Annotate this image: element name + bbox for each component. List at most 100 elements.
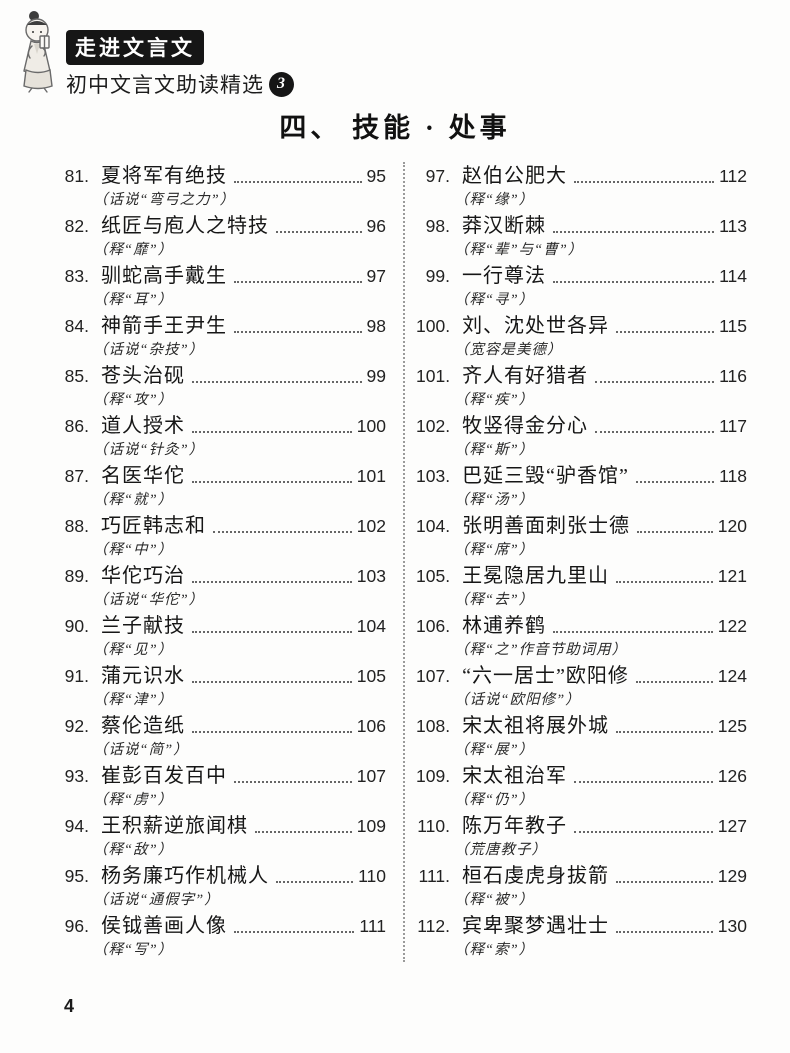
entry-title: 赵伯公肥大 [462, 165, 567, 187]
entry-page-number: 98 [366, 316, 386, 336]
entry-page-number: 114 [719, 266, 747, 286]
dot-leader [234, 931, 355, 933]
dot-leader [192, 381, 362, 383]
dot-leader [255, 831, 352, 833]
entry-number: 98. [425, 216, 450, 236]
toc-entry: 111. 桓石虔虎身拔箭 129 （释“被”） [416, 862, 747, 912]
toc-entry: 106. 林逋养鹤 122 （释“之”作音节助词用） [416, 612, 747, 662]
entry-note: （释“缘”） [454, 192, 535, 208]
toc-entry-main: 89. 华佗巧治 103 [55, 562, 386, 590]
entry-note: （释“攻”） [93, 392, 174, 408]
entry-note: （话说“华佗”） [93, 592, 205, 608]
toc-entry-main: 110. 陈万年教子 127 [416, 812, 747, 840]
entry-page-number: 112 [719, 166, 747, 186]
toc-entry-main: 85. 苍头治砚 99 [55, 362, 386, 390]
entry-page-number: 96 [366, 216, 386, 236]
toc-entry-main: 99. 一行尊法 114 [416, 262, 747, 290]
toc-entry-main: 105. 王冕隐居九里山 121 [416, 562, 747, 590]
entry-number: 90. [64, 616, 89, 636]
entry-title: 齐人有好猎者 [462, 365, 589, 387]
dot-leader [234, 181, 362, 183]
dot-leader [635, 681, 713, 683]
entry-page-number: 115 [719, 316, 747, 336]
entry-title: 一行尊法 [462, 265, 546, 287]
entry-number: 87. [64, 466, 89, 486]
entry-title: 杨务廉巧作机械人 [101, 865, 269, 887]
toc-entry: 98. 莽汉断棘 113 （释“辈”与“曹”） [416, 212, 747, 262]
entry-note: （释“就”） [93, 492, 174, 508]
dot-leader [553, 281, 715, 283]
entry-page-number: 107 [356, 766, 386, 786]
toc-entry: 100. 刘、沈处世各异 115 （宽容是美德） [416, 312, 747, 362]
entry-page-number: 106 [356, 716, 386, 736]
entry-page-number: 102 [356, 516, 386, 536]
toc-entry-main: 98. 莽汉断棘 113 [416, 212, 747, 240]
toc-entry-main: 95. 杨务廉巧作机械人 110 [55, 862, 386, 890]
series-logo: 走进文言文 [66, 30, 204, 65]
toc-entry: 83. 驯蛇高手戴生 97 （释“耳”） [55, 262, 386, 312]
entry-note: （释“中”） [93, 542, 174, 558]
entry-note: （话说“杂技”） [93, 342, 205, 358]
entry-page-number: 129 [717, 866, 747, 886]
entry-page-number: 124 [717, 666, 747, 686]
entry-number: 111. [418, 866, 450, 886]
entry-title: 莽汉断棘 [462, 215, 546, 237]
entry-page-number: 99 [366, 366, 386, 386]
entry-number: 83. [64, 266, 89, 286]
entry-number: 95. [64, 866, 89, 886]
dot-leader [234, 281, 362, 283]
toc-entry-main: 86. 道人授术 100 [55, 412, 386, 440]
entry-page-number: 101 [356, 466, 386, 486]
toc-entry-main: 96. 侯钺善画人像 111 [55, 912, 386, 940]
toc-entry-main: 87. 名医华佗 101 [55, 462, 386, 490]
toc-entry-main: 90. 兰子献技 104 [55, 612, 386, 640]
dot-leader [234, 331, 362, 333]
toc-entry: 91. 蒲元识水 105 （释“津”） [55, 662, 386, 712]
entry-note: （话说“弯弓之力”） [93, 192, 236, 208]
entry-number: 106. [416, 616, 451, 636]
entry-title: 蔡伦造纸 [101, 715, 185, 737]
entry-page-number: 122 [717, 616, 747, 636]
entry-title: 纸匠与庖人之特技 [101, 215, 269, 237]
entry-number: 88. [64, 516, 89, 536]
toc-entry: 82. 纸匠与庖人之特技 96 （释“靡”） [55, 212, 386, 262]
entry-title: 巴延三毁“驴香馆” [462, 465, 629, 487]
dot-leader [192, 581, 352, 583]
dot-leader [595, 381, 715, 383]
toc-entry-main: 102. 牧竖得金分心 117 [416, 412, 747, 440]
entry-title: 巧匠韩志和 [101, 515, 206, 537]
toc-entry-main: 109. 宋太祖治军 126 [416, 762, 747, 790]
entry-number: 82. [64, 216, 89, 236]
entry-number: 96. [64, 916, 89, 936]
entry-title: 蒲元识水 [101, 665, 185, 687]
entry-number: 108. [416, 716, 451, 736]
entry-title: 林逋养鹤 [462, 615, 547, 637]
entry-number: 92. [64, 716, 89, 736]
toc-entry: 81. 夏将军有绝技 95 （话说“弯弓之力”） [55, 162, 386, 212]
entry-page-number: 97 [366, 266, 386, 286]
section-title: 四、 技能 · 处事 [279, 113, 511, 143]
toc-entry: 92. 蔡伦造纸 106 （话说“简”） [55, 712, 386, 762]
entry-title: 兰子献技 [101, 615, 185, 637]
entry-number: 91. [64, 666, 89, 686]
entry-number: 103. [416, 466, 451, 486]
entry-title: 王积薪逆旅闻棋 [101, 815, 248, 837]
toc-entry: 87. 名医华佗 101 （释“就”） [55, 462, 386, 512]
entry-number: 93. [64, 766, 89, 786]
page-number: 4 [64, 996, 75, 1016]
entry-number: 101. [416, 366, 451, 386]
entry-page-number: 118 [719, 466, 747, 486]
toc-entry-main: 94. 王积薪逆旅闻棋 109 [55, 812, 386, 840]
toc-entry-main: 108. 宋太祖将展外城 125 [416, 712, 747, 740]
entry-note: （释“虏”） [93, 792, 174, 808]
toc-entry: 101. 齐人有好猎者 116 （释“疾”） [416, 362, 747, 412]
toc-entry-main: 92. 蔡伦造纸 106 [55, 712, 386, 740]
dot-leader [616, 931, 713, 933]
toc-entry-main: 81. 夏将军有绝技 95 [55, 162, 386, 190]
entry-page-number: 95 [366, 166, 386, 186]
dot-leader [637, 531, 713, 533]
entry-page-number: 120 [717, 516, 747, 536]
entry-number: 107. [416, 666, 451, 686]
entry-note: （释“斯”） [454, 442, 535, 458]
entry-note: （释“靡”） [93, 242, 174, 258]
